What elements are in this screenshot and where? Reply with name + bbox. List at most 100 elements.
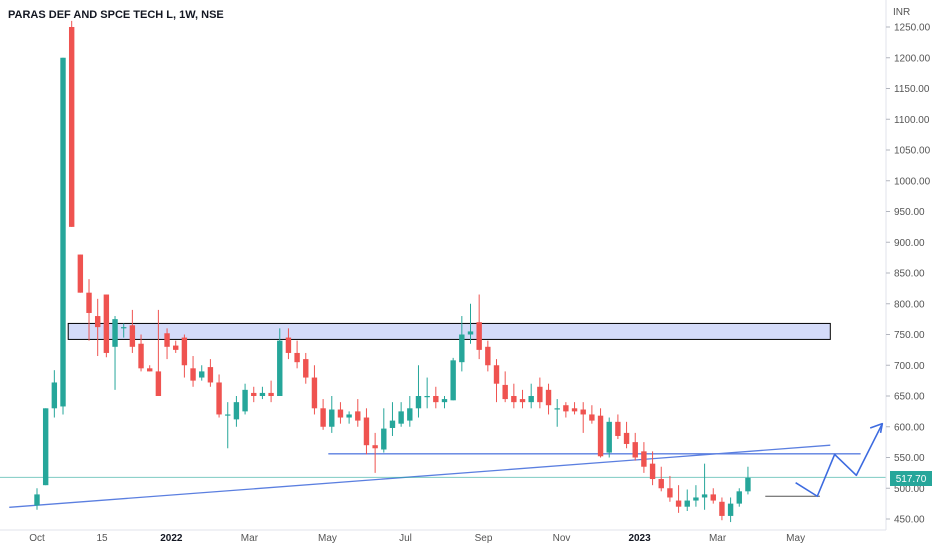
candle-body bbox=[363, 417, 370, 446]
last-price-label: 517.70 bbox=[896, 474, 927, 485]
candle-body bbox=[216, 382, 222, 415]
rising-trendline[interactable] bbox=[9, 444, 831, 508]
time-tick-label: Nov bbox=[553, 533, 571, 544]
candle-body bbox=[580, 409, 586, 415]
time-axis[interactable]: Oct 15 2022 Mar May Jul Sep Nov 2023 Mar May bbox=[0, 529, 886, 544]
candle bbox=[190, 356, 196, 387]
candle-body bbox=[623, 432, 630, 444]
candle bbox=[337, 402, 344, 424]
candle bbox=[632, 432, 638, 461]
candle-body bbox=[684, 500, 690, 507]
candle-body bbox=[68, 27, 75, 227]
candle-body bbox=[597, 415, 604, 457]
candle bbox=[355, 399, 361, 427]
resistance-zone-layer bbox=[67, 322, 831, 340]
forecast-layer bbox=[795, 422, 884, 498]
price-tick-label: 1200.00 bbox=[894, 53, 931, 64]
candle bbox=[303, 352, 309, 384]
candle-body bbox=[77, 254, 84, 293]
candle-body bbox=[251, 392, 257, 396]
candle bbox=[251, 386, 257, 403]
candle bbox=[112, 316, 118, 390]
candle bbox=[545, 383, 552, 415]
candle bbox=[346, 411, 352, 424]
candle bbox=[277, 328, 283, 396]
candles-layer bbox=[34, 20, 751, 523]
candle bbox=[164, 328, 170, 360]
candle bbox=[398, 402, 404, 427]
candle bbox=[459, 316, 465, 372]
candle bbox=[580, 402, 586, 433]
candle bbox=[502, 371, 508, 403]
chart-title: PARAS DEF AND SPCE TECH L, 1W, NSE bbox=[8, 9, 224, 21]
candle-body bbox=[303, 359, 309, 378]
candle-body bbox=[407, 408, 413, 421]
price-tick-label: 850.00 bbox=[894, 269, 925, 280]
candle bbox=[51, 370, 58, 418]
candle bbox=[736, 488, 742, 507]
drawn-lines-layer bbox=[0, 444, 886, 508]
candle bbox=[701, 463, 708, 510]
forecast-path[interactable] bbox=[795, 423, 884, 498]
candle bbox=[216, 374, 222, 418]
candle bbox=[433, 386, 439, 409]
candle-body bbox=[545, 389, 552, 406]
candle-body bbox=[277, 340, 283, 396]
candle bbox=[103, 294, 110, 358]
candle-body bbox=[701, 494, 708, 498]
candle bbox=[155, 309, 162, 396]
candle-body bbox=[121, 327, 127, 329]
candle bbox=[372, 432, 378, 473]
candle bbox=[199, 365, 205, 381]
candle bbox=[225, 402, 231, 449]
candle-body bbox=[519, 399, 526, 403]
price-tick-label: 1150.00 bbox=[894, 84, 930, 95]
resistance-zone[interactable] bbox=[67, 322, 831, 340]
candle-body bbox=[459, 334, 465, 363]
forecast-arrow-head bbox=[869, 422, 884, 434]
price-tick-label: 650.00 bbox=[894, 392, 925, 403]
candle-body bbox=[60, 57, 66, 407]
candle bbox=[173, 340, 179, 353]
candle bbox=[415, 365, 422, 418]
price-tick-label: 550.00 bbox=[894, 453, 925, 464]
price-tick-label: 950.00 bbox=[894, 207, 925, 218]
candle bbox=[381, 408, 387, 453]
candle bbox=[181, 334, 188, 378]
candle bbox=[485, 340, 491, 372]
price-tick-label: 450.00 bbox=[894, 515, 925, 526]
time-tick-label: Jul bbox=[399, 533, 412, 544]
candle-body bbox=[225, 414, 231, 416]
price-tick-label: 900.00 bbox=[894, 238, 925, 249]
candle bbox=[42, 408, 49, 486]
candle-body bbox=[485, 346, 491, 366]
candle-body bbox=[554, 408, 560, 410]
candle bbox=[207, 359, 214, 387]
candle-body bbox=[537, 386, 543, 403]
candle-body bbox=[441, 399, 448, 403]
candle-body bbox=[606, 421, 612, 453]
candle-body bbox=[329, 409, 335, 427]
time-tick-label: Oct bbox=[29, 533, 45, 544]
candle-body bbox=[381, 428, 387, 450]
candle bbox=[147, 365, 153, 372]
time-tick-label: May bbox=[318, 533, 337, 544]
candle-body bbox=[94, 316, 101, 328]
candle bbox=[233, 396, 240, 427]
candle-body bbox=[138, 343, 144, 369]
candle bbox=[77, 254, 84, 293]
candle-body bbox=[467, 331, 474, 335]
candle bbox=[649, 451, 656, 486]
candle bbox=[641, 442, 647, 473]
price-tick-label: 1000.00 bbox=[894, 176, 931, 187]
candle bbox=[597, 408, 604, 458]
candle bbox=[450, 357, 456, 401]
time-tick-label: Sep bbox=[475, 533, 493, 544]
price-axis[interactable]: 1250.00 1200.00 1150.00 1100.00 1050.00 1000.… bbox=[885, 0, 931, 530]
candle-body bbox=[190, 368, 196, 381]
candle-body bbox=[346, 414, 352, 418]
candle bbox=[121, 323, 127, 338]
candle-body bbox=[51, 382, 58, 409]
